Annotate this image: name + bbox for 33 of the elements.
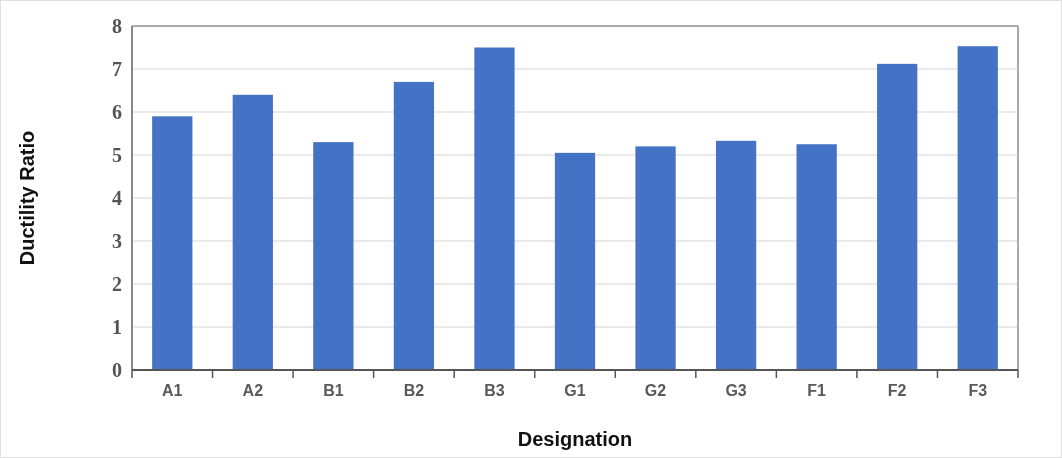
x-tick-label: B3 [484, 382, 505, 399]
bar [152, 116, 193, 370]
y-tick-label: 6 [112, 101, 122, 123]
y-axis-title: Ductility Ratio [16, 130, 38, 266]
bar [474, 47, 515, 370]
bar [796, 144, 837, 370]
bar [232, 94, 273, 370]
bar [554, 152, 596, 370]
x-tick-label: F3 [968, 382, 988, 399]
bar [957, 46, 998, 370]
x-tick-label: F1 [807, 382, 827, 399]
y-tick-label: 0 [112, 359, 122, 381]
x-axis-title: Designation [517, 428, 633, 450]
y-tick-label: 8 [112, 15, 122, 37]
x-tick-label: G2 [644, 382, 667, 399]
x-tick-label: G1 [564, 382, 586, 399]
bar [313, 142, 354, 370]
bar [393, 81, 435, 370]
y-tick-label: 4 [112, 187, 122, 209]
y-tick-label: 1 [112, 316, 122, 338]
x-tick-label: G3 [725, 382, 747, 399]
x-tick-label: F2 [887, 382, 907, 399]
y-tick-label: 3 [112, 230, 122, 252]
bar [635, 146, 676, 370]
bar [877, 63, 918, 370]
x-tick-label: B2 [403, 382, 425, 399]
bar [715, 140, 757, 370]
y-tick-label: 5 [112, 144, 122, 166]
y-tick-label: 2 [112, 273, 122, 295]
x-tick-label: B1 [323, 382, 344, 399]
x-tick-label: A2 [242, 382, 264, 399]
x-tick-label: A1 [162, 382, 183, 399]
y-tick-label: 7 [112, 58, 122, 80]
